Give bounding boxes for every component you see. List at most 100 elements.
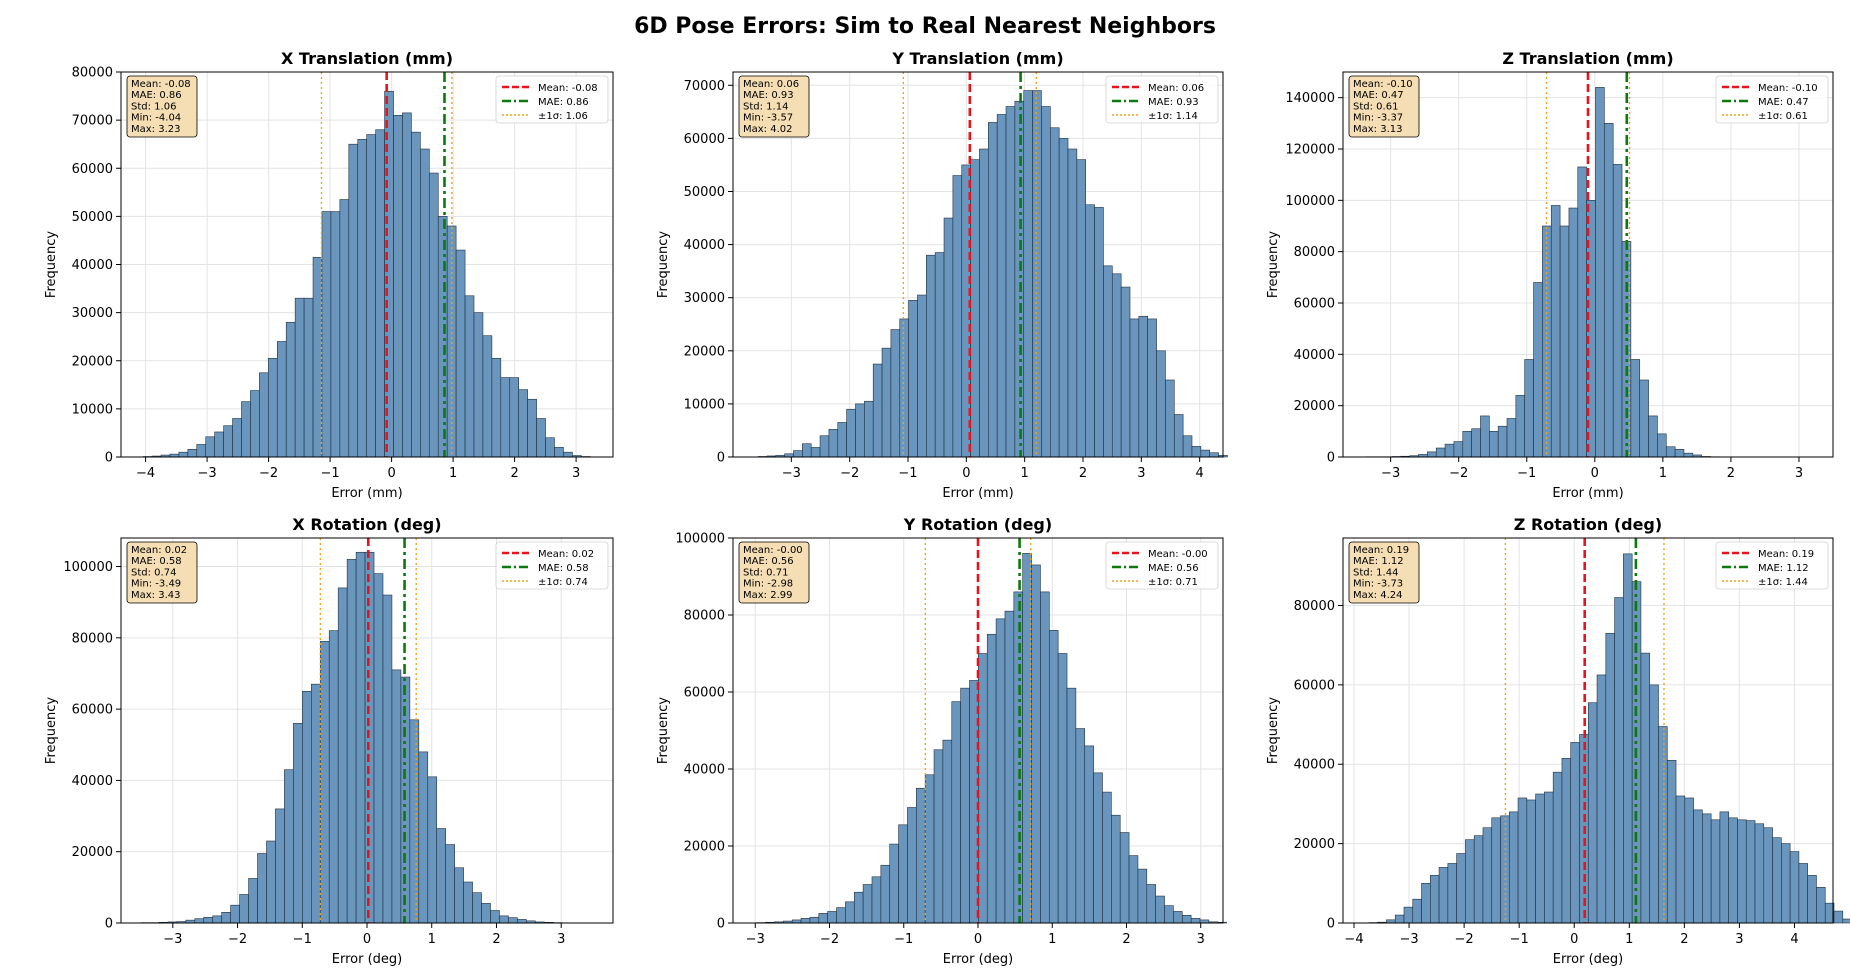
histogram-bar <box>934 252 945 458</box>
stats-line: Std: 0.74 <box>131 567 176 578</box>
chart-panel: −3 −2 −1 0 1 2 3 4 0 10000 20000 30000 40000 50000 600… <box>656 49 1228 501</box>
stats-line: Min: -3.73 <box>1353 579 1403 590</box>
stats-line: Mean: -0.10 <box>1353 79 1413 90</box>
x-axis-label: Error (mm) <box>942 486 1013 501</box>
histogram-bar <box>1816 886 1826 924</box>
y-tick-label: 50000 <box>684 185 725 200</box>
y-tick-label: 60000 <box>684 132 725 147</box>
histogram-bar <box>482 335 493 458</box>
histogram-bar <box>988 122 998 458</box>
histogram-bar <box>472 892 482 924</box>
chart-panel: −3 −2 −1 0 1 2 3 0 20000 40000 60000 80000 100000 X R… <box>44 515 614 967</box>
histogram-bar <box>203 916 214 924</box>
stats-box <box>126 75 198 138</box>
histogram-bar <box>1526 799 1536 924</box>
x-tick-label: 1 <box>1021 466 1029 481</box>
histogram-bar <box>455 249 466 458</box>
histogram-bar <box>1103 265 1113 458</box>
legend-label: MAE: 0.93 <box>1148 97 1199 108</box>
histogram-bar <box>1427 451 1437 458</box>
histogram-bar <box>1666 759 1677 924</box>
x-tick-label: 3 <box>1735 932 1743 947</box>
histogram-bar <box>187 448 198 458</box>
x-tick-label: 2 <box>510 466 518 481</box>
stats-line: Mean: -0.08 <box>131 79 191 90</box>
y-tick-label: 40000 <box>72 774 113 789</box>
histogram-bar <box>436 828 446 924</box>
x-tick-label: −3 <box>1399 932 1418 947</box>
histogram-bar <box>357 139 367 458</box>
y-tick-label: 20000 <box>684 344 725 359</box>
stats-box <box>738 541 810 604</box>
histogram-bar <box>563 451 573 458</box>
histogram-bar <box>933 749 944 924</box>
histogram-bar <box>554 447 564 458</box>
histogram-bar <box>337 587 348 924</box>
x-tick-label: 1 <box>428 932 436 947</box>
x-axis-label: Error (mm) <box>331 486 402 501</box>
histogram-bar <box>420 148 430 458</box>
histogram-bar <box>1048 630 1059 924</box>
histogram-bar <box>481 903 491 924</box>
histogram-bar <box>355 551 366 924</box>
legend-label: MAE: 1.12 <box>1758 563 1809 574</box>
histogram-bar <box>1561 757 1572 924</box>
histogram-bar <box>1648 415 1658 458</box>
histogram-bar <box>428 172 439 458</box>
histogram-bar <box>1120 286 1131 458</box>
histogram-bar <box>1119 832 1130 924</box>
histogram-bar <box>853 891 864 924</box>
histogram-bar <box>1630 359 1641 458</box>
legend-label: ±1σ: 1.06 <box>538 111 588 122</box>
histogram-bar <box>1435 447 1446 458</box>
legend-label: ±1σ: 1.14 <box>1148 111 1198 122</box>
histogram-bar <box>881 347 892 458</box>
y-tick-label: 0 <box>1327 451 1335 466</box>
histogram-bar <box>986 633 997 924</box>
histogram-bar <box>1604 123 1614 458</box>
y-tick-label: 10000 <box>684 397 725 412</box>
legend-label: MAE: 0.56 <box>1148 563 1199 574</box>
histogram-bar <box>259 372 269 458</box>
histogram-bar <box>1568 207 1579 458</box>
legend-label: Mean: 0.19 <box>1758 549 1814 560</box>
histogram-bar <box>1482 827 1493 924</box>
histogram-bar <box>464 295 475 458</box>
histogram-bar <box>1165 379 1175 458</box>
histogram-bar <box>1702 813 1712 924</box>
stats-line: Std: 0.71 <box>743 567 788 578</box>
histogram-bar <box>1465 839 1475 924</box>
legend-label: Mean: 0.06 <box>1148 83 1204 94</box>
y-tick-label: 60000 <box>72 162 113 177</box>
x-axis-label: Error (deg) <box>1553 952 1623 967</box>
histogram-bar <box>178 451 189 458</box>
histogram-bar <box>818 913 828 924</box>
histogram-bar <box>1209 452 1219 458</box>
y-tick-label: 140000 <box>1285 91 1335 106</box>
y-axis-label: Frequency <box>1266 231 1281 298</box>
histogram-bar <box>1094 207 1104 458</box>
y-tick-label: 20000 <box>72 845 113 860</box>
histogram-bar <box>1508 811 1519 924</box>
x-tick-label: 3 <box>1197 932 1205 947</box>
chart-title: Y Rotation (deg) <box>903 515 1052 534</box>
legend-label: MAE: 0.58 <box>538 563 589 574</box>
stats-line: Min: -3.37 <box>1353 113 1403 124</box>
histogram-bar <box>1049 127 1060 458</box>
histogram-bar <box>1453 441 1464 458</box>
histogram-bar <box>1067 148 1078 458</box>
x-tick-label: −2 <box>228 932 247 947</box>
x-tick-label: −2 <box>1449 466 1468 481</box>
legend-label: Mean: -0.00 <box>1148 549 1208 560</box>
histogram-bar <box>917 294 927 458</box>
x-tick-label: −4 <box>1344 932 1363 947</box>
histogram-bar <box>1623 553 1633 924</box>
legend-label: MAE: 0.86 <box>538 97 589 108</box>
histogram-bar <box>518 389 528 458</box>
histogram-bar <box>979 148 989 458</box>
histogram-bar <box>1639 379 1649 458</box>
x-tick-label: 1 <box>1625 932 1633 947</box>
histogram-bar <box>1842 918 1850 924</box>
histogram-bar <box>1559 225 1570 458</box>
